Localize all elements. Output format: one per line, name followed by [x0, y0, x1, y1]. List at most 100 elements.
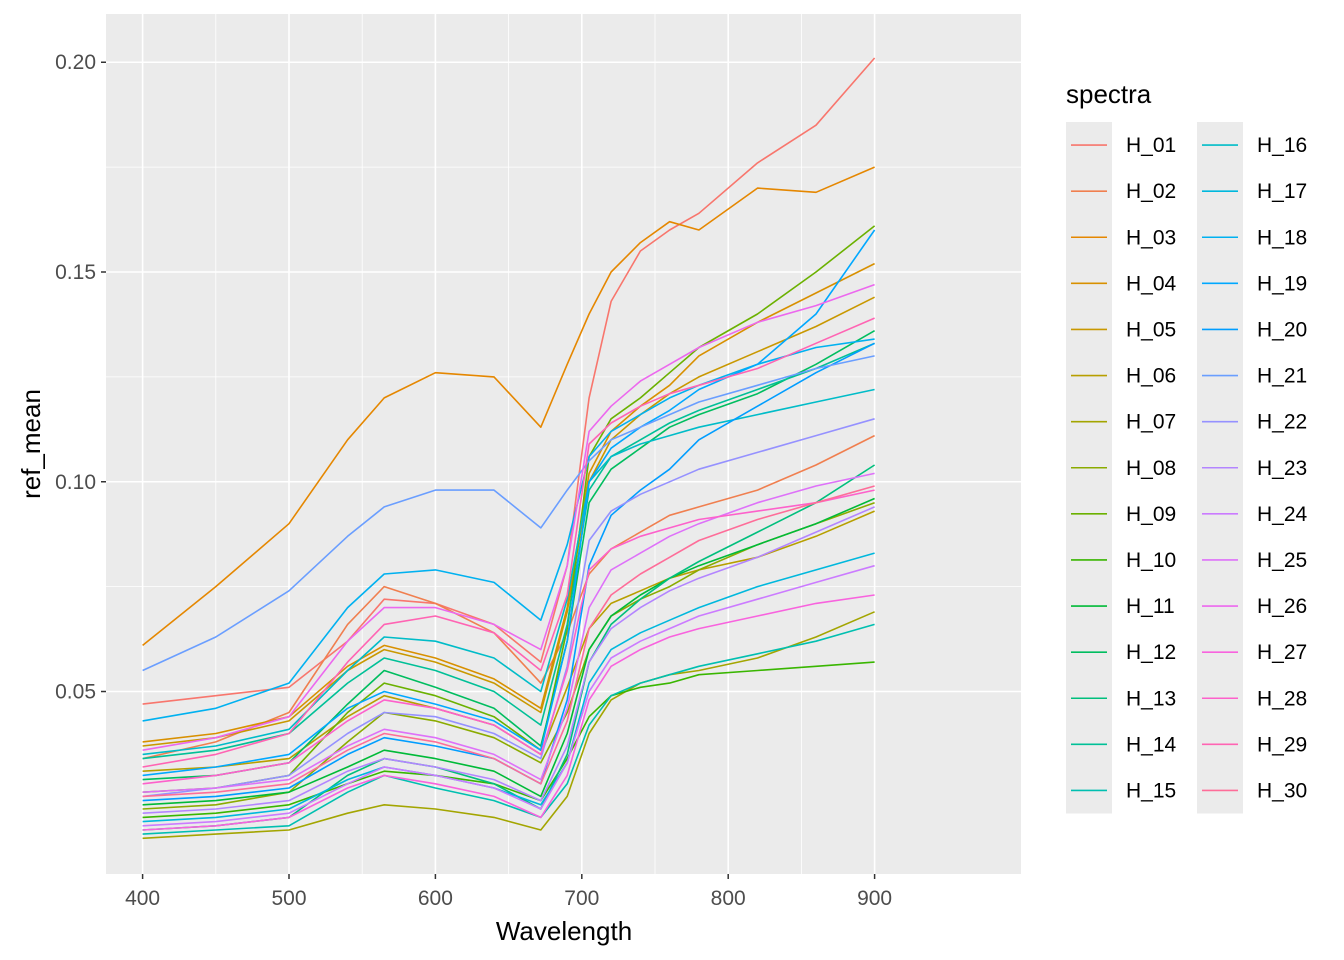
legend-label: H_26 — [1257, 595, 1307, 618]
legend-item: H_25 — [1202, 549, 1307, 572]
legend-title: spectra — [1066, 79, 1152, 109]
x-axis-title: Wavelength — [496, 916, 632, 946]
series-line-h-09 — [142, 225, 876, 793]
legend-label: H_10 — [1126, 549, 1176, 572]
y-tick-label: 0.20 — [55, 51, 96, 74]
legend-label: H_18 — [1257, 226, 1307, 249]
legend-label: H_14 — [1126, 733, 1177, 756]
legend-label: H_20 — [1257, 318, 1307, 341]
legend-item: H_19 — [1202, 272, 1307, 295]
legend-item: H_23 — [1202, 457, 1307, 480]
legend-label: H_13 — [1126, 687, 1176, 710]
legend-label: H_16 — [1257, 134, 1307, 157]
legend-label: H_28 — [1257, 687, 1307, 710]
series-line-h-28 — [142, 489, 875, 785]
legend-label: H_08 — [1126, 457, 1176, 480]
legend-item: H_24 — [1202, 503, 1308, 526]
legend-item: H_10 — [1071, 549, 1176, 572]
series-line-h-03 — [142, 166, 875, 647]
grid-major — [106, 14, 1021, 874]
legend-item: H_09 — [1071, 503, 1176, 526]
y-axis-title: ref_mean — [16, 389, 46, 499]
legend-label: H_03 — [1126, 226, 1176, 249]
legend-item: H_01 — [1071, 134, 1176, 157]
legend-label: H_12 — [1126, 641, 1176, 664]
legend-item: H_12 — [1071, 641, 1176, 664]
series-lines — [142, 57, 876, 840]
series-line-h-18 — [142, 338, 875, 722]
legend-label: H_05 — [1126, 318, 1176, 341]
series-line-h-06 — [142, 510, 875, 772]
legend-item: H_13 — [1071, 687, 1176, 710]
legend-item: H_04 — [1071, 272, 1177, 295]
legend-item: H_27 — [1202, 641, 1307, 664]
series-line-h-05 — [142, 296, 875, 747]
plot-panel — [106, 14, 1021, 874]
x-tick-label: 800 — [711, 887, 746, 910]
legend: spectra H_01 H_02 H_03 H_04 H_05 H_06 H_07 H_08… — [1066, 79, 1308, 814]
legend-label: H_27 — [1257, 641, 1307, 664]
legend-label: H_30 — [1257, 779, 1307, 802]
legend-item: H_22 — [1202, 411, 1307, 434]
legend-label: H_06 — [1126, 365, 1176, 388]
series-line-h-27 — [142, 594, 875, 831]
y-tick-label: 0.10 — [55, 471, 96, 494]
legend-item: H_26 — [1202, 595, 1307, 618]
series-line-h-16 — [142, 388, 875, 756]
x-tick-label: 400 — [125, 887, 160, 910]
x-tick-label: 500 — [271, 887, 306, 910]
grid-minor — [106, 14, 1021, 874]
series-line-h-30 — [142, 485, 875, 798]
legend-item: H_21 — [1202, 365, 1307, 388]
y-tick-label: 0.05 — [55, 681, 96, 704]
x-tick-label: 600 — [418, 887, 453, 910]
legend-item: H_08 — [1071, 457, 1176, 480]
legend-item: H_02 — [1071, 180, 1176, 203]
legend-label: H_21 — [1257, 365, 1307, 388]
series-line-h-19 — [142, 229, 876, 777]
x-tick-label: 900 — [857, 887, 892, 910]
legend-item: H_20 — [1202, 318, 1307, 341]
series-line-h-08 — [142, 501, 875, 810]
legend-item: H_03 — [1071, 226, 1176, 249]
series-line-h-15 — [142, 623, 875, 835]
legend-label: H_23 — [1257, 457, 1307, 480]
legend-item: H_15 — [1071, 779, 1176, 802]
legend-label: H_11 — [1126, 595, 1175, 618]
legend-label: H_17 — [1257, 180, 1307, 203]
legend-label: H_22 — [1257, 411, 1307, 434]
legend-label: H_19 — [1257, 272, 1307, 295]
series-line-h-22 — [142, 418, 875, 798]
legend-item: H_14 — [1071, 733, 1177, 756]
series-line-h-14 — [142, 342, 875, 760]
legend-label: H_01 — [1126, 134, 1176, 157]
series-line-h-11 — [142, 497, 875, 806]
series-line-h-02 — [142, 434, 875, 760]
legend-item: H_18 — [1202, 226, 1307, 249]
series-line-h-21 — [142, 355, 875, 672]
legend-label: H_15 — [1126, 779, 1176, 802]
legend-item: H_11 — [1071, 595, 1175, 618]
legend-item: H_06 — [1071, 365, 1176, 388]
legend-item: H_30 — [1202, 779, 1307, 802]
series-line-h-24 — [142, 564, 875, 827]
legend-label: H_02 — [1126, 180, 1176, 203]
legend-item: H_16 — [1202, 134, 1307, 157]
y-axis: 0.05 0.10 0.15 0.20 — [55, 51, 106, 704]
legend-item: H_29 — [1202, 733, 1307, 756]
legend-label: H_09 — [1126, 503, 1176, 526]
series-line-h-07 — [142, 611, 875, 840]
legend-label: H_07 — [1126, 411, 1176, 434]
legend-label: H_04 — [1126, 272, 1177, 295]
x-axis: 400 500 600 700 800 900 — [125, 874, 892, 910]
legend-item: H_05 — [1071, 318, 1176, 341]
legend-items: H_01 H_02 H_03 H_04 H_05 H_06 H_07 H_08 H_09 H_10… — [1066, 122, 1308, 814]
y-tick-label: 0.15 — [55, 261, 96, 284]
legend-label: H_25 — [1257, 549, 1307, 572]
x-tick-label: 700 — [564, 887, 599, 910]
legend-item: H_28 — [1202, 687, 1307, 710]
series-line-h-23 — [142, 506, 875, 814]
legend-label: H_29 — [1257, 733, 1307, 756]
